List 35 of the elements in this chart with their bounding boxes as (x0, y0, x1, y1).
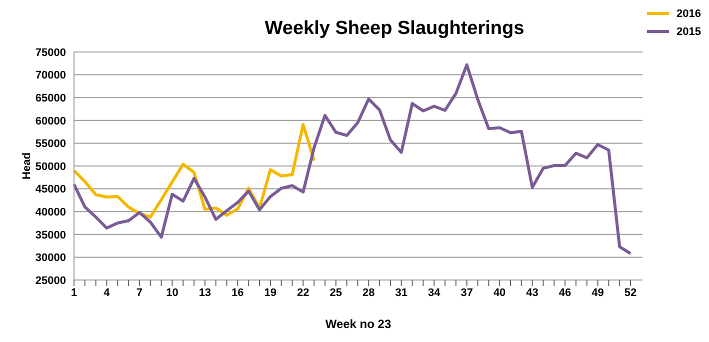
x-tick-label: 4 (104, 286, 111, 299)
x-axis-title: Week no 23 (325, 317, 392, 331)
x-tick-label: 31 (395, 286, 408, 299)
legend-label: 2015 (676, 26, 701, 38)
x-tick-label: 49 (592, 286, 604, 299)
chart-title: Weekly Sheep Slaughterings (264, 18, 524, 39)
legend-label: 2016 (676, 8, 701, 20)
x-tick-label: 13 (198, 286, 212, 299)
x-tick-label: 22 (297, 286, 310, 299)
x-tick-label: 7 (136, 286, 143, 299)
y-tick-label: 25000 (35, 274, 66, 287)
x-tick-label: 43 (526, 286, 538, 299)
y-tick-label: 45000 (35, 184, 66, 196)
y-tick-label: 30000 (35, 252, 66, 264)
y-tick-label: 50000 (35, 160, 66, 173)
x-tick-label: 46 (558, 286, 572, 299)
y-tick-label: 35000 (35, 229, 66, 242)
x-tick-label: 34 (428, 286, 442, 299)
x-tick-label: 28 (362, 286, 375, 299)
y-tick-label: 70000 (35, 70, 66, 82)
y-tick-label: 65000 (35, 92, 66, 105)
x-tick-label: 16 (232, 286, 244, 299)
y-axis-title: Head (20, 152, 33, 180)
x-tick-label: 40 (493, 286, 506, 299)
x-tick-label: 1 (70, 286, 78, 299)
y-tick-label: 60000 (35, 115, 66, 128)
x-tick-label: 10 (166, 286, 178, 299)
y-tick-label: 75000 (35, 46, 66, 59)
y-tick-label: 40000 (35, 206, 66, 219)
x-tick-label: 19 (264, 286, 277, 299)
y-tick-label: 55000 (35, 138, 66, 150)
line-series (72, 63, 632, 256)
x-tick-label: 37 (460, 286, 473, 299)
x-tick-label: 25 (330, 286, 342, 299)
x-tick-label: 52 (624, 286, 637, 299)
